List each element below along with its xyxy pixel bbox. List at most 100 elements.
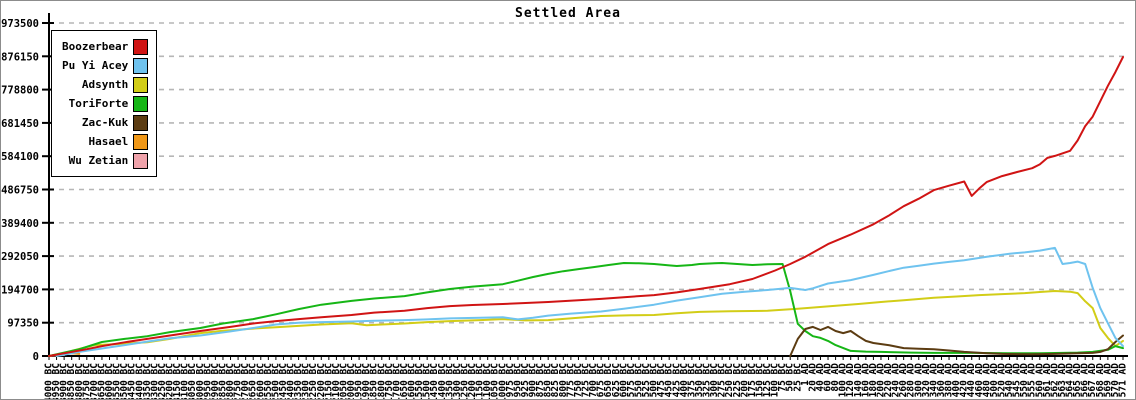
y-tick-label: 681450	[1, 118, 39, 130]
x-tick-label: 950 BC	[512, 363, 523, 398]
x-tick-label: 1500 BC	[422, 363, 433, 400]
y-tick-label: 0	[33, 351, 39, 363]
x-tick-label: 675 BC	[596, 363, 607, 398]
y-tick-label: 876150	[1, 51, 39, 63]
legend-color-swatch	[133, 57, 149, 74]
x-tick-label: 400 AD	[951, 363, 962, 398]
x-tick-label: 565 AD	[1072, 363, 1083, 398]
x-tick-label: 2700 BC	[240, 363, 251, 400]
x-tick-label: 1000 BC	[497, 363, 508, 400]
x-tick-label: 3850 BC	[66, 363, 77, 400]
x-tick-label: 275 BC	[717, 363, 728, 398]
x-tick-label: 320 AD	[921, 363, 932, 398]
x-tick-label: 1650 BC	[399, 363, 410, 400]
x-tick-label: 2400 BC	[286, 363, 297, 400]
x-tick-label: 750 BC	[573, 363, 584, 398]
x-tick-label: 3200 BC	[165, 363, 176, 400]
x-tick-label: 140 AD	[853, 363, 864, 398]
x-tick-label: 500 BC	[649, 363, 660, 398]
y-tick-label: 194700	[1, 284, 39, 296]
x-tick-label: 3250 BC	[157, 363, 168, 400]
x-tick-label: 3700 BC	[89, 363, 100, 400]
x-tick-label: 2350 BC	[293, 363, 304, 400]
y-tick-label: 486750	[1, 185, 39, 197]
x-tick-label: 100 AD	[838, 363, 849, 398]
x-tick-label: 3450 BC	[127, 363, 138, 400]
x-tick-label: 80 AD	[830, 363, 841, 392]
x-tick-label: 300 AD	[913, 363, 924, 398]
x-tick-label: 1350 BC	[444, 363, 455, 400]
legend-label: Adsynth	[81, 78, 129, 91]
x-tick-label: 3500 BC	[119, 363, 130, 400]
x-tick-label: 775 BC	[565, 363, 576, 398]
series-toriforte	[48, 262, 1124, 357]
x-tick-label: 925 BC	[520, 363, 531, 398]
x-tick-label: 625 BC	[611, 363, 622, 398]
x-tick-label: 800 BC	[558, 363, 569, 398]
x-tick-label: 1100 BC	[482, 363, 493, 400]
y-tick-label: 973500	[1, 18, 39, 30]
x-tick-label: 575 BC	[626, 363, 637, 398]
x-tick-label: 563 AD	[1057, 363, 1068, 398]
x-tick-label: 500 AD	[989, 363, 1000, 398]
x-tick-label: 2100 BC	[331, 363, 342, 400]
x-tick-label: 2050 BC	[338, 363, 349, 400]
x-tick-label: 2450 BC	[278, 363, 289, 400]
x-tick-label: 1900 BC	[361, 363, 372, 400]
legend-label: ToriForte	[68, 97, 129, 110]
x-tick-label: 40 AD	[815, 363, 826, 392]
x-tick-label: 3950 BC	[51, 363, 62, 400]
x-tick-label: 3100 BC	[180, 363, 191, 400]
x-tick-label: 175 BC	[747, 363, 758, 398]
x-tick-label: 1 AD	[800, 363, 811, 386]
x-tick-label: 3750 BC	[81, 363, 92, 400]
x-tick-label: 1750 BC	[384, 363, 395, 400]
x-tick-label: 450 BC	[664, 363, 675, 398]
x-tick-label: 3350 BC	[142, 363, 153, 400]
x-tick-label: 561 AD	[1042, 363, 1053, 398]
x-tick-label: 2750 BC	[233, 363, 244, 400]
x-tick-label: 2950 BC	[202, 363, 213, 400]
x-tick-label: 700 BC	[588, 363, 599, 398]
legend-item: ToriForte	[62, 94, 149, 113]
x-tick-label: 3050 BC	[187, 363, 198, 400]
x-tick-label: 425 BC	[671, 363, 682, 398]
legend-label: Zac-Kuk	[81, 116, 129, 129]
x-tick-label: 325 BC	[702, 363, 713, 398]
x-tick-label: 825 BC	[550, 363, 561, 398]
legend-color-swatch	[133, 114, 149, 131]
chart-title: Settled Area	[515, 6, 621, 21]
x-tick-label: 1600 BC	[407, 363, 418, 400]
x-tick-label: 280 AD	[906, 363, 917, 398]
legend-label: Wu Zetian	[68, 154, 129, 167]
x-tick-label: 420 AD	[959, 363, 970, 398]
x-tick-label: 50 BC	[785, 363, 796, 392]
x-tick-label: 150 BC	[754, 363, 765, 398]
x-tick-label: 4000 BC	[44, 363, 55, 400]
x-tick-label: 2600 BC	[255, 363, 266, 400]
x-tick-label: 1700 BC	[391, 363, 402, 400]
x-tick-label: 350 BC	[694, 363, 705, 398]
x-tick-label: 1250 BC	[459, 363, 470, 400]
x-tick-label: 650 BC	[603, 363, 614, 398]
x-tick-label: 220 AD	[883, 363, 894, 398]
x-tick-label: 2650 BC	[248, 363, 259, 400]
x-tick-label: 400 BC	[679, 363, 690, 398]
x-tick-label: 570 AD	[1110, 363, 1121, 398]
x-tick-label: 568 AD	[1095, 363, 1106, 398]
series-boozerbear	[48, 56, 1124, 357]
legend-item: Wu Zetian	[62, 151, 149, 170]
x-tick-label: 1800 BC	[376, 363, 387, 400]
x-tick-label: 200 BC	[739, 363, 750, 398]
series-pu-yi-acey	[55, 246, 1124, 357]
y-tick-label: 389400	[1, 218, 39, 230]
x-tick-label: 460 AD	[974, 363, 985, 398]
legend-color-swatch	[133, 38, 149, 55]
x-tick-label: 100 BC	[770, 363, 781, 398]
x-tick-label: 260 AD	[898, 363, 909, 398]
legend-item: Hasael	[62, 132, 149, 151]
x-tick-label: 725 BC	[581, 363, 592, 398]
x-tick-label: 545 AD	[1012, 363, 1023, 398]
x-tick-label: 525 BC	[641, 363, 652, 398]
